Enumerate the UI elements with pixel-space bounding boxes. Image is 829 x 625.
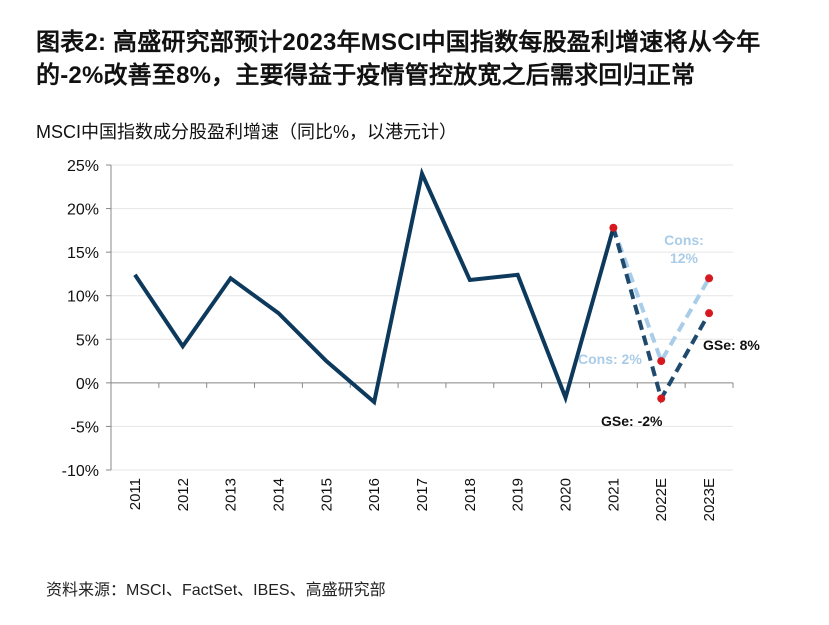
x-tick-label: 2013 (223, 478, 240, 511)
data-point-marker (705, 274, 714, 283)
y-tick-label: 15% (67, 245, 99, 262)
series-line-actual (133, 167, 616, 406)
annotation-cons-2023: Cons: (664, 232, 704, 248)
x-tick-label: 2018 (462, 478, 479, 511)
x-tick-label: 2015 (318, 478, 335, 511)
x-tick-label: 2019 (510, 478, 527, 511)
annotation-gse-2023: GSe: 8% (703, 337, 760, 353)
x-tick-label: 2021 (605, 478, 622, 511)
chart-title: 图表2: 高盛研究部预计2023年MSCI中国指数每股盈利增速将从今年的-2%改… (36, 29, 761, 89)
data-point-marker (657, 357, 666, 366)
y-tick-label: -10% (62, 463, 99, 480)
y-tick-label: 10% (67, 289, 99, 306)
annotation-gse-2022: GSe: -2% (601, 413, 663, 429)
y-tick-label: 0% (76, 376, 99, 393)
data-point-marker (705, 309, 714, 318)
annotation-cons-2023-value: 12% (670, 250, 699, 266)
x-tick-label: 2023E (701, 478, 718, 521)
source-note: 资料来源：MSCI、FactSet、IBES、高盛研究部 (46, 582, 386, 599)
x-tick-label: 2022E (653, 478, 670, 521)
y-tick-label: 20% (67, 202, 99, 219)
x-tick-label: 2020 (558, 478, 575, 511)
x-tick-label: 2016 (366, 478, 383, 511)
y-tick-label: 5% (76, 332, 99, 349)
x-tick-label: 2011 (127, 478, 144, 510)
data-point-marker (657, 394, 666, 403)
annotation-cons-2022: Cons: 2% (578, 351, 642, 367)
data-point-marker (609, 223, 618, 232)
x-tick-label: 2014 (270, 478, 287, 511)
x-tick-label: 2017 (414, 478, 431, 511)
x-tick-label: 2012 (175, 478, 192, 511)
y-tick-label: -5% (71, 419, 99, 436)
chart-subtitle: MSCI中国指数成分股盈利增速（同比%，以港元计） (36, 122, 458, 142)
y-tick-label: 25% (67, 158, 99, 175)
